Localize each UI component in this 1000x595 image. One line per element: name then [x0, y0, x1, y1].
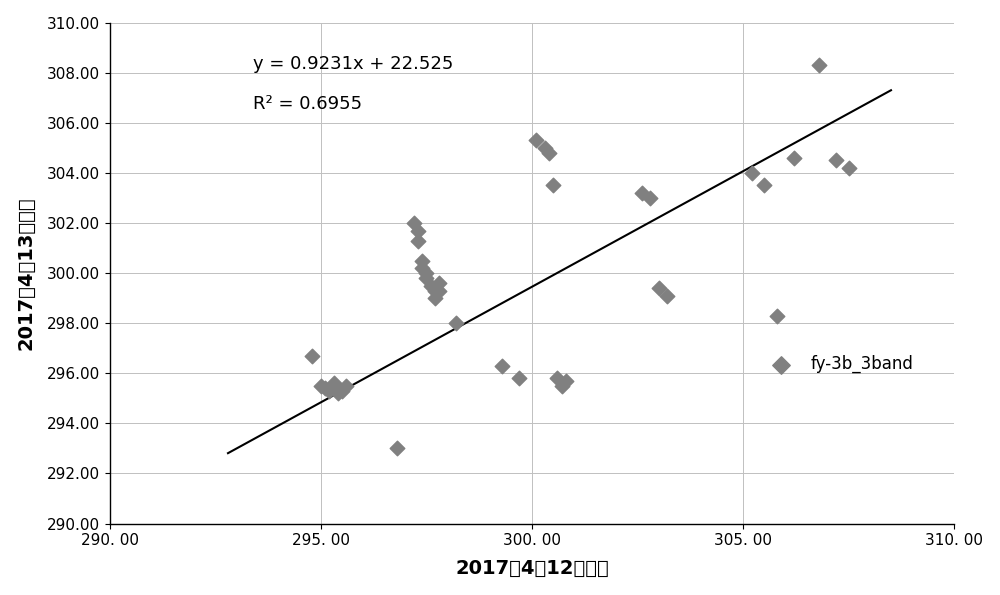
fy-3b_3band	[786, 153, 802, 162]
fy-3b_3band	[651, 283, 667, 293]
fy-3b_3band	[448, 318, 464, 328]
fy-3b_3band	[418, 273, 434, 283]
fy-3b_3band	[558, 376, 574, 386]
Text: y = 0.9231x + 22.525: y = 0.9231x + 22.525	[253, 55, 454, 73]
fy-3b_3band	[769, 311, 785, 321]
fy-3b_3band	[549, 374, 565, 383]
fy-3b_3band	[418, 268, 434, 278]
fy-3b_3band	[642, 193, 658, 203]
fy-3b_3band	[744, 168, 760, 178]
fy-3b_3band	[317, 384, 333, 393]
fy-3b_3band	[537, 143, 553, 153]
X-axis label: 2017年4月12号影像: 2017年4月12号影像	[455, 559, 609, 578]
fy-3b_3band	[841, 163, 857, 173]
fy-3b_3band	[545, 181, 561, 190]
fy-3b_3band	[414, 264, 430, 273]
fy-3b_3band	[541, 148, 557, 158]
fy-3b_3band	[431, 278, 447, 288]
fy-3b_3band	[326, 378, 342, 388]
fy-3b_3band	[427, 286, 443, 295]
Y-axis label: 2017年4月13号影像: 2017年4月13号影像	[17, 196, 36, 350]
fy-3b_3band	[634, 188, 650, 198]
fy-3b_3band	[304, 351, 320, 361]
fy-3b_3band	[389, 444, 405, 453]
fy-3b_3band	[554, 381, 570, 390]
fy-3b_3band	[338, 381, 354, 390]
fy-3b_3band	[410, 226, 426, 235]
Text: R² = 0.6955: R² = 0.6955	[253, 95, 362, 113]
fy-3b_3band	[659, 291, 675, 300]
fy-3b_3band	[811, 61, 827, 70]
fy-3b_3band	[334, 386, 350, 396]
fy-3b_3band	[431, 286, 447, 295]
fy-3b_3band	[321, 386, 337, 396]
fy-3b_3band	[414, 256, 430, 265]
fy-3b_3band	[410, 236, 426, 245]
fy-3b_3band	[423, 281, 439, 290]
fy-3b_3band	[427, 293, 443, 303]
fy-3b_3band	[406, 218, 422, 228]
fy-3b_3band	[828, 156, 844, 165]
fy-3b_3band	[756, 181, 772, 190]
fy-3b_3band	[511, 374, 527, 383]
fy-3b_3band	[494, 361, 510, 371]
fy-3b_3band	[330, 389, 346, 398]
fy-3b_3band	[313, 381, 329, 390]
fy-3b_3band	[528, 136, 544, 145]
Legend: fy-3b_3band: fy-3b_3band	[758, 348, 921, 380]
